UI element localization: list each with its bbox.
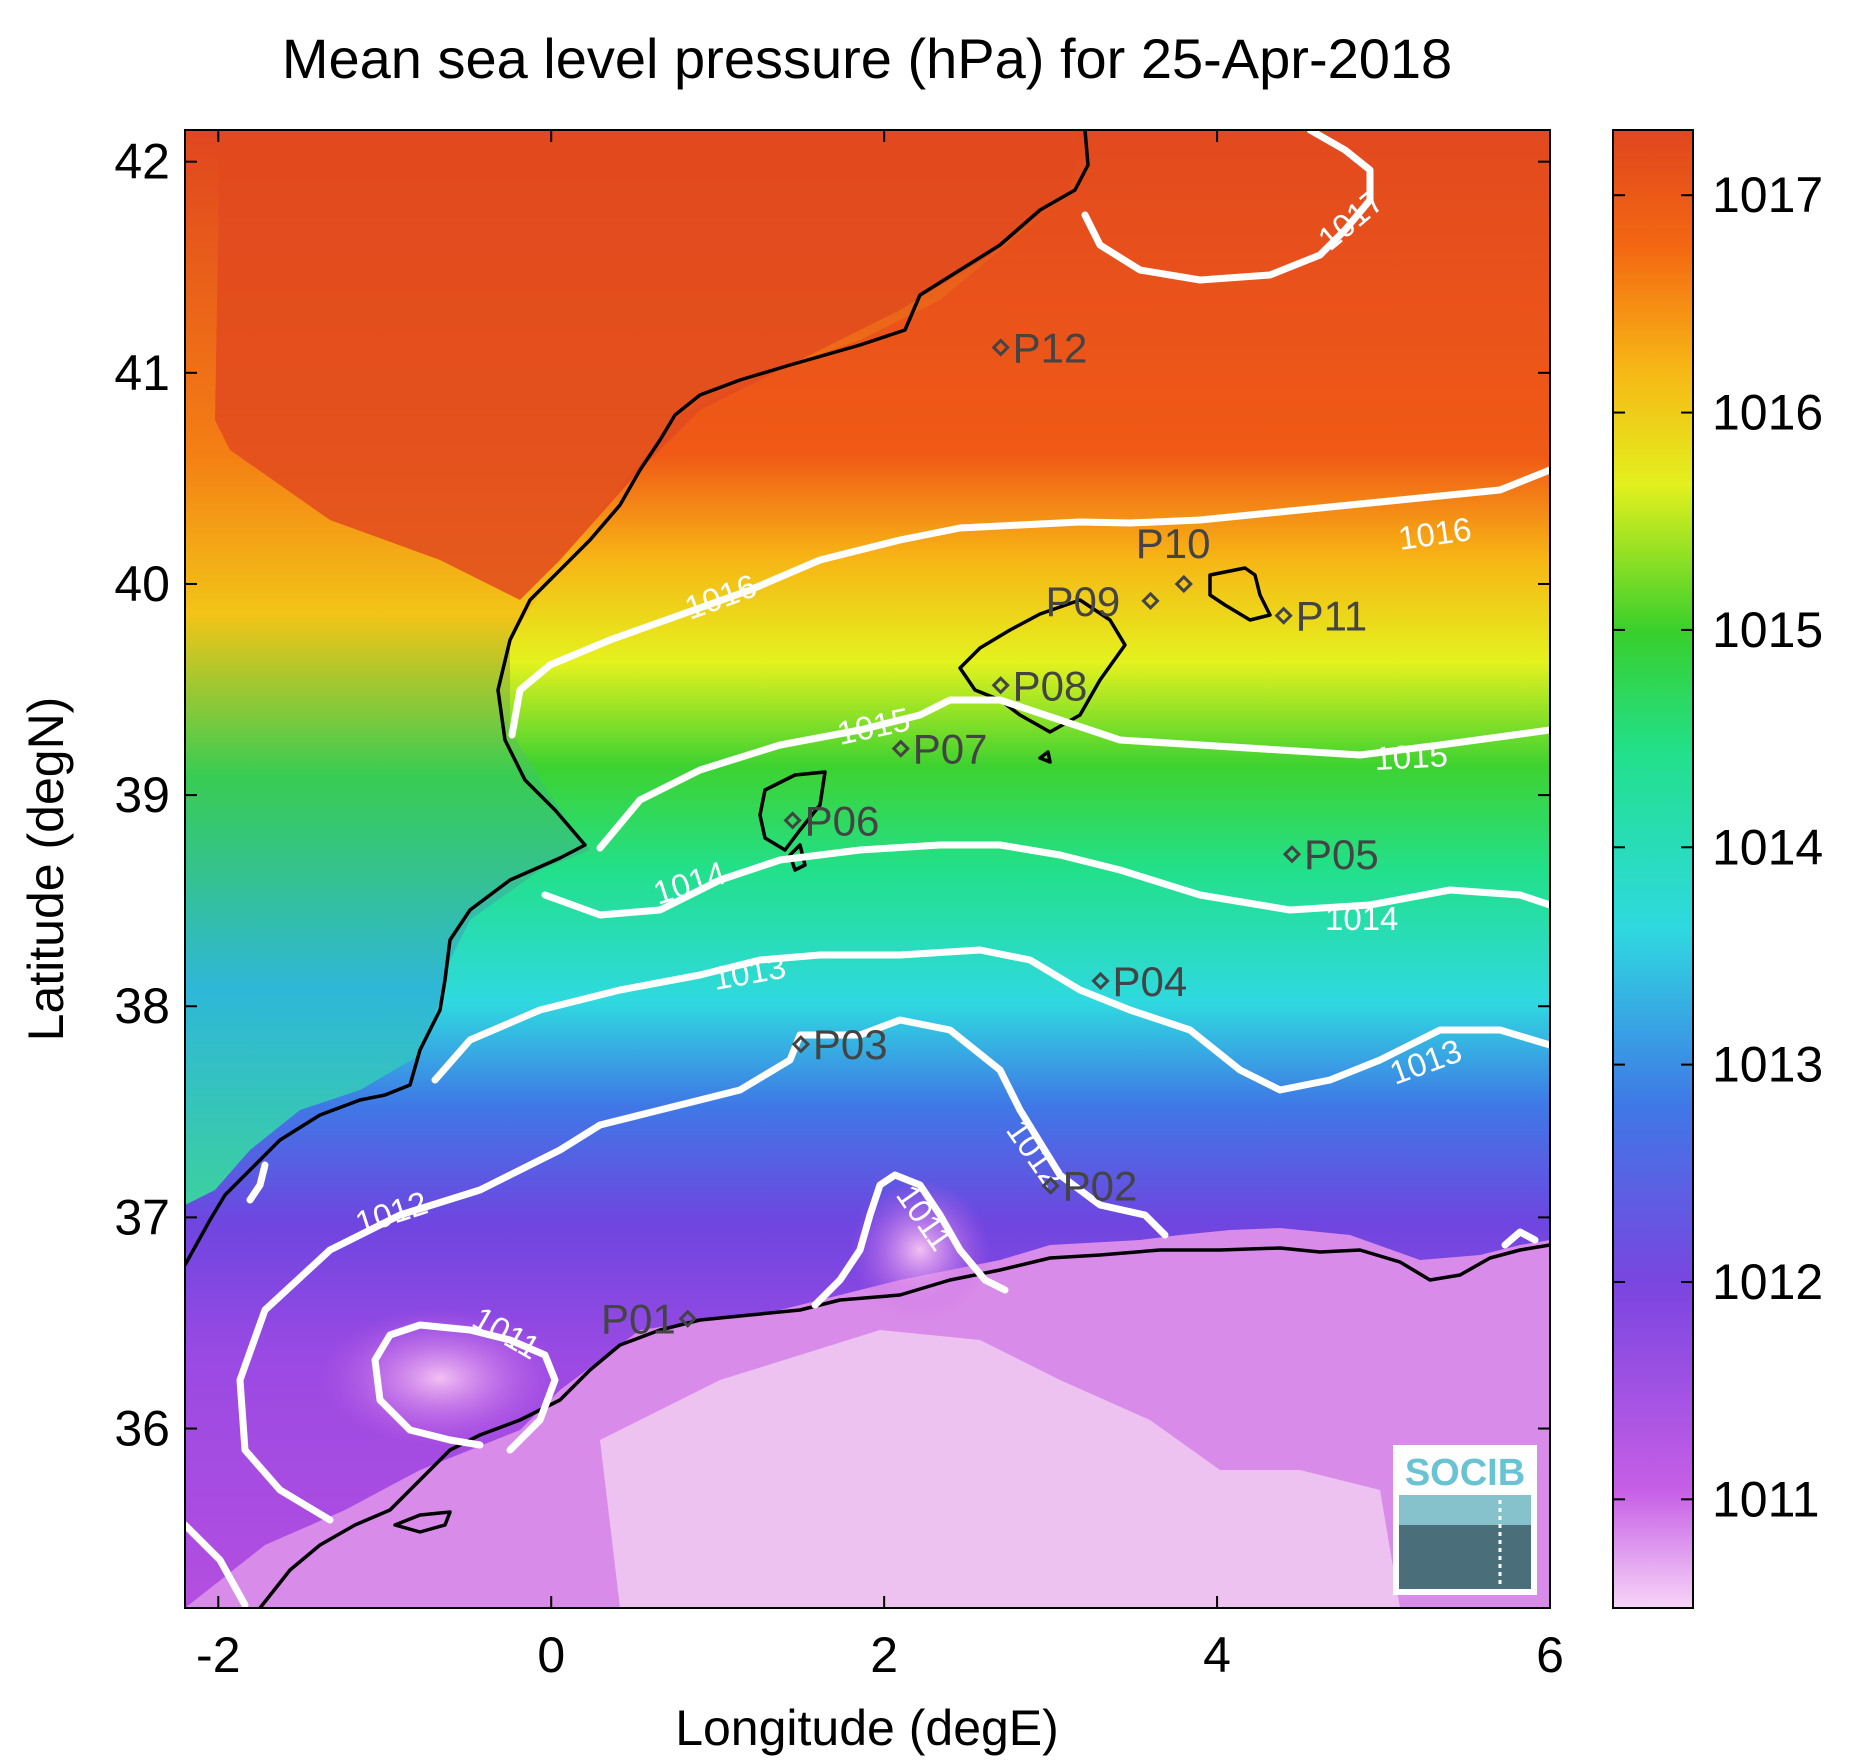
- island-ibiza: [758, 770, 827, 852]
- contour-label-1014-east: 1014: [1325, 900, 1398, 937]
- station-marker-p11: [1274, 606, 1293, 625]
- low-pressure-centre-east: [850, 1180, 990, 1320]
- station-marker-p08: [991, 676, 1010, 695]
- station-label-p01: P01: [601, 1296, 676, 1343]
- station-marker-p10: [1174, 574, 1193, 594]
- island-formentera: [788, 843, 807, 872]
- island-alboran: [393, 1510, 452, 1534]
- contour-1012: [236, 1016, 1169, 1524]
- contour-1016: [508, 466, 1550, 739]
- x-axis: -2 0 2 4 6: [196, 130, 1564, 1683]
- station-marker-p01: [678, 1309, 697, 1328]
- station-label-p02: P02: [1063, 1163, 1138, 1210]
- socib-logo: SOCIB: [1393, 1445, 1537, 1595]
- contour-1015: [596, 696, 1550, 852]
- plot-area: 1017 1016 1016 1015 1015 1014 1014 1013 …: [185, 130, 1550, 1608]
- y-axis: 36 37 38 39 40 41 42: [114, 134, 1550, 1457]
- contour-1012-se-fragment: [1501, 1228, 1539, 1249]
- contour-1011-east: [811, 1171, 1009, 1309]
- station-label-p11: P11: [1296, 593, 1368, 640]
- contour-1017: [1081, 130, 1374, 284]
- land-upper-overlay: [215, 130, 1080, 600]
- contour-1012-sw-fragment: [185, 1521, 249, 1608]
- land-africa-highlight: [600, 1330, 1400, 1608]
- station-label-p03: P03: [813, 1021, 888, 1068]
- socib-logo-text: SOCIB: [1405, 1452, 1525, 1494]
- station-label-p12: P12: [1013, 324, 1088, 371]
- x-tick-label: 4: [1203, 1627, 1231, 1683]
- station-label-p07: P07: [913, 726, 988, 773]
- y-tick-label: 37: [114, 1189, 170, 1245]
- x-axis-label: Longitude (degE): [675, 1700, 1059, 1756]
- station-label-p06: P06: [805, 797, 880, 844]
- y-tick-label: 38: [114, 978, 170, 1034]
- contour-1013: [431, 946, 1550, 1094]
- island-cabrera: [1038, 750, 1052, 764]
- x-tick-label: 6: [1536, 1627, 1564, 1683]
- x-tick-label: 2: [870, 1627, 898, 1683]
- station-marker-p12: [991, 338, 1010, 357]
- colorbar-tick-label: 1016: [1712, 385, 1823, 441]
- station-label-p09: P09: [1045, 578, 1120, 625]
- station-marker-p05: [1282, 845, 1302, 864]
- coastline-iberia: [185, 130, 1090, 1266]
- x-tick-label: 0: [537, 1627, 565, 1683]
- station-marker-p02: [1041, 1176, 1060, 1195]
- low-pressure-centre-west: [320, 1308, 560, 1448]
- colorbar-ticks: 1011 1012 1013 1014 1015 1016 1017: [1613, 167, 1823, 1527]
- station-marker-p03: [791, 1035, 811, 1054]
- colorbar-tick-label: 1014: [1712, 819, 1823, 875]
- chart-title: Mean sea level pressure (hPa) for 25-Apr…: [282, 27, 1452, 90]
- coastline-africa: [258, 1243, 1550, 1608]
- contour-1014: [541, 841, 1550, 919]
- contour-label-1015-east: 1015: [1373, 736, 1448, 777]
- station-markers: P01 P02 P03 P04 P05 P06 P07 P08 P09 P10 P11 P12: [601, 324, 1379, 1342]
- station-label-p08: P08: [1013, 662, 1088, 709]
- station-label-p04: P04: [1113, 958, 1188, 1005]
- station-label-p10: P10: [1136, 520, 1211, 567]
- colorbar: [1612, 129, 1694, 1609]
- contour-1013-west-fragment: [246, 1161, 269, 1204]
- y-tick-label: 40: [114, 556, 170, 612]
- y-axis-label: Latitude (degN): [18, 697, 74, 1042]
- station-marker-p04: [1091, 971, 1110, 991]
- colorbar-tick-label: 1015: [1712, 602, 1823, 658]
- colorbar-tick-label: 1017: [1712, 167, 1823, 223]
- y-tick-label: 36: [114, 1401, 170, 1457]
- station-marker-p06: [783, 811, 802, 830]
- station-marker-p07: [891, 739, 910, 758]
- y-tick-label: 42: [114, 134, 170, 190]
- plot-frame: [184, 129, 1551, 1609]
- x-tick-label: -2: [196, 1627, 240, 1683]
- station-marker-p09: [1141, 591, 1160, 610]
- station-label-p05: P05: [1304, 831, 1379, 878]
- contour-1011-west: [371, 1321, 559, 1454]
- island-menorca: [1208, 566, 1272, 622]
- colorbar-tick-label: 1013: [1712, 1037, 1823, 1093]
- y-tick-label: 39: [114, 767, 170, 823]
- colorbar-tick-label: 1011: [1712, 1471, 1820, 1527]
- colorbar-tick-label: 1012: [1712, 1254, 1823, 1310]
- y-tick-label: 41: [114, 345, 170, 401]
